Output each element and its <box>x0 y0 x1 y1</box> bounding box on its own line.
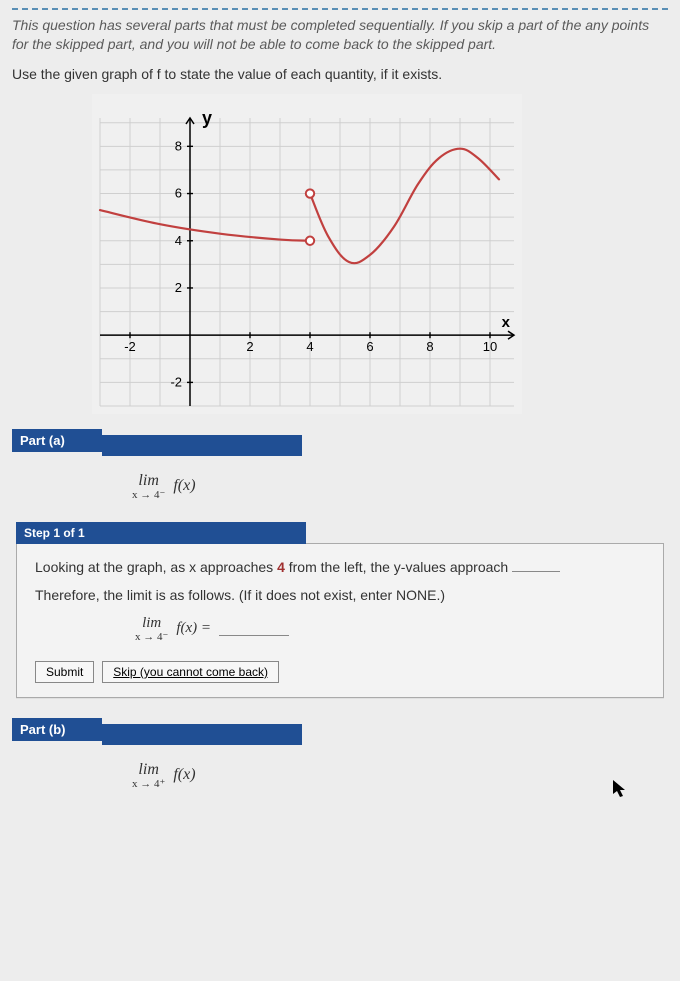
limit-fn: f(x) <box>173 477 195 495</box>
step-limit: lim x → 4⁻ f(x) = <box>135 615 645 643</box>
svg-text:-2: -2 <box>124 339 136 354</box>
limit-value-input[interactable] <box>219 622 289 636</box>
svg-text:10: 10 <box>483 339 497 354</box>
svg-text:y: y <box>202 108 212 128</box>
svg-text:2: 2 <box>246 339 253 354</box>
step-line-2: Therefore, the limit is as follows. (If … <box>35 587 645 603</box>
step-header: Step 1 of 1 <box>16 522 306 544</box>
function-graph: -2 2 4 6 8 10 -2 2 4 6 8 y x <box>92 94 668 417</box>
y-approach-input[interactable] <box>512 558 560 572</box>
instruction-text: Use the given graph of f to state the va… <box>12 66 668 82</box>
step-line-1: Looking at the graph, as x approaches 4 … <box>35 558 645 575</box>
skip-button[interactable]: Skip (you cannot come back) <box>102 661 279 683</box>
limit-bound: x → 4⁻ <box>132 490 165 501</box>
svg-text:-2: -2 <box>170 374 182 389</box>
svg-text:4: 4 <box>175 233 182 248</box>
step-panel: Step 1 of 1 Looking at the graph, as x a… <box>16 543 664 698</box>
submit-button[interactable]: Submit <box>35 661 94 683</box>
part-b-limit: lim x → 4⁺ f(x) <box>132 761 668 790</box>
svg-text:8: 8 <box>426 339 433 354</box>
svg-text:6: 6 <box>366 339 373 354</box>
svg-text:2: 2 <box>175 280 182 295</box>
svg-text:6: 6 <box>175 185 182 200</box>
part-a-limit: lim x → 4⁻ f(x) <box>132 472 668 501</box>
part-a-header: Part (a) <box>12 429 102 452</box>
limit-operator: lim <box>138 472 158 489</box>
cursor-icon <box>612 779 628 799</box>
svg-text:4: 4 <box>306 339 313 354</box>
svg-text:x: x <box>502 314 511 331</box>
intro-text: This question has several parts that mus… <box>12 8 668 54</box>
part-b-header: Part (b) <box>12 718 102 741</box>
svg-text:8: 8 <box>175 138 182 153</box>
